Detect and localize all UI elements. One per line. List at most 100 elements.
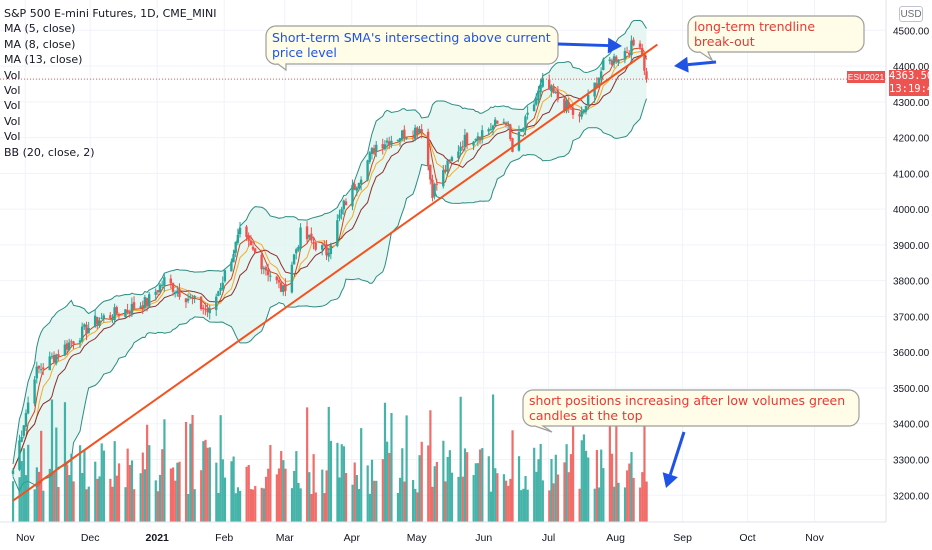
- candle-body: [323, 244, 326, 246]
- trendline-arrow-head: [674, 56, 689, 73]
- x-tick-label: Sep: [673, 532, 692, 544]
- volume-bar: [176, 462, 179, 522]
- volume-bar: [68, 475, 71, 522]
- volume-bar: [239, 490, 242, 522]
- volume-bar: [645, 481, 648, 522]
- legend-vol-1[interactable]: Vol: [4, 68, 21, 82]
- volume-bar: [572, 395, 575, 522]
- chart-title[interactable]: S&P 500 E-mini Futures, 1D, CME_MINI: [4, 7, 217, 20]
- candle-body: [524, 116, 527, 130]
- candle-body: [158, 284, 162, 293]
- volume-bar: [626, 470, 629, 522]
- volume-bar: [360, 428, 363, 522]
- candle-body: [178, 288, 181, 297]
- candle-body: [541, 78, 544, 87]
- volume-bar: [267, 468, 270, 522]
- candle-body: [355, 187, 358, 191]
- long-term-trendline: [12, 43, 658, 502]
- volume-bar: [466, 452, 469, 522]
- volume-bar: [444, 481, 447, 522]
- candle-body: [266, 269, 270, 276]
- volume-bar: [539, 443, 542, 522]
- candle-body: [539, 84, 542, 93]
- volume-bar: [53, 471, 56, 522]
- volume-bar: [405, 415, 408, 522]
- legend-ma8[interactable]: MA (8, close): [4, 37, 76, 51]
- volume-bar: [171, 467, 175, 522]
- x-tick-label: Jul: [542, 532, 555, 544]
- trendline-annotation[interactable]: long-term trendline break-out: [694, 19, 816, 49]
- volume-bar: [351, 484, 354, 522]
- candle-body: [80, 326, 84, 341]
- volume-bar: [128, 464, 131, 522]
- candle-body: [83, 324, 86, 327]
- candle-body: [78, 340, 82, 343]
- time-axis[interactable]: Nov Dec 2021 Feb Mar Apr May Jun Jul Aug Sep Oct Nov: [0, 521, 886, 544]
- volume-bar: [639, 487, 642, 522]
- candle-body: [236, 234, 240, 243]
- legend-bb[interactable]: BB (20, close, 2): [4, 145, 95, 159]
- volume-bar: [156, 491, 160, 522]
- legend-vol-5[interactable]: Vol: [4, 130, 21, 144]
- volume-bar: [628, 463, 631, 522]
- legend-vol-2[interactable]: Vol: [4, 84, 21, 98]
- indicator-legend: S&P 500 E-mini Futures, 1D, CME_MINI MA …: [4, 6, 216, 160]
- legend-ma13[interactable]: MA (13, close): [4, 53, 83, 67]
- candle-body: [171, 282, 175, 292]
- candle-body: [202, 307, 205, 310]
- legend-vol-4[interactable]: Vol: [4, 114, 21, 128]
- candle-body: [595, 83, 598, 87]
- candle-body: [450, 157, 454, 162]
- volume-bar: [314, 492, 317, 522]
- x-tick-label: May: [407, 532, 428, 544]
- candle-body: [340, 209, 343, 215]
- volume-bar: [282, 460, 285, 522]
- volume-bar: [206, 447, 209, 522]
- x-tick-label: Aug: [606, 532, 625, 544]
- volume-annotation[interactable]: short positions increasing after low vol…: [529, 393, 846, 423]
- volume-bar: [578, 488, 581, 522]
- x-tick-label: Nov: [805, 532, 824, 544]
- x-tick-label: Oct: [739, 532, 755, 544]
- legend-ma5[interactable]: MA (5, close): [4, 22, 76, 36]
- sma-annotation[interactable]: Short-term SMA's intersecting above curr…: [272, 30, 551, 60]
- candle-body: [519, 130, 523, 132]
- legend-vol-3[interactable]: Vol: [4, 99, 21, 113]
- candle-body: [403, 129, 406, 139]
- candle-body: [217, 291, 220, 297]
- candle-body: [463, 134, 467, 147]
- volume-bar: [11, 481, 15, 522]
- volume-bar: [191, 414, 194, 522]
- volume-bar: [208, 447, 211, 522]
- candle-body: [232, 254, 235, 263]
- volume-bar: [260, 487, 263, 522]
- candle-body: [480, 130, 484, 140]
- candle-body: [610, 60, 614, 65]
- candle-body: [632, 39, 635, 46]
- bollinger-lower: [12, 98, 648, 494]
- candle-body: [491, 125, 495, 130]
- volume-bar: [630, 452, 633, 522]
- price-axis[interactable]: 3200.00 3300.00 3400.00 3500.00 3600.00 3700.…: [885, 0, 930, 522]
- candle-body: [522, 128, 525, 132]
- trendline[interactable]: [12, 43, 658, 502]
- candle-body: [448, 159, 451, 161]
- candlesticks: [0, 35, 886, 477]
- annotation-shapes[interactable]: [265, 15, 865, 488]
- volume-bar: [264, 476, 268, 522]
- candle-body: [219, 287, 222, 291]
- candle-body: [602, 59, 605, 71]
- volume-bar: [632, 477, 635, 522]
- candle-body: [571, 108, 575, 115]
- candle-body: [638, 43, 642, 48]
- volume-bar: [204, 439, 207, 522]
- currency-button[interactable]: USD: [899, 6, 923, 22]
- volume-bar: [277, 468, 281, 522]
- volume-bar: [463, 448, 467, 522]
- volume-bar: [563, 462, 566, 522]
- volume-bar: [109, 478, 112, 522]
- volume-arrow-shaft: [668, 431, 686, 476]
- volume-bar: [284, 468, 287, 522]
- candle-body: [537, 90, 540, 101]
